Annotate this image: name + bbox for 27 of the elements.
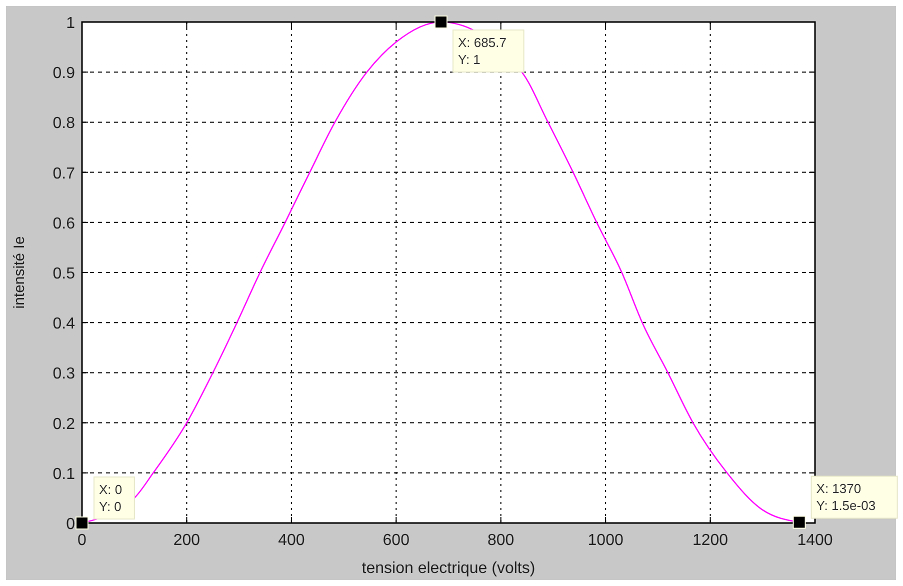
y-tick-label: 0.6 <box>52 215 76 232</box>
y-tick-label: 0.1 <box>52 466 76 483</box>
x-tick-label: 600 <box>382 532 410 549</box>
x-tick-label: 400 <box>278 532 305 549</box>
x-tick-label: 1000 <box>588 532 624 549</box>
x-tick-label: 200 <box>173 532 200 549</box>
y-tick-label: 0.7 <box>52 165 76 182</box>
y-tick-label: 0.8 <box>52 115 76 132</box>
datatip: X: 685.7 Y: 1 <box>434 16 524 72</box>
y-tick-label: 0.2 <box>52 416 76 433</box>
x-tick-label: 1200 <box>692 532 728 549</box>
x-tick-label: 1400 <box>797 532 833 549</box>
datatip: X: 1370 Y: 1.5e-03 <box>792 476 898 529</box>
x-axis-title: tension electrique (volts) <box>362 560 536 577</box>
y-tick-label: 0 <box>66 516 76 533</box>
annotation: X: 0 Y: 0 <box>99 482 122 514</box>
y-tick-label: 0.3 <box>52 366 76 383</box>
y-axis-title: intensité Ie <box>11 236 28 309</box>
y-tick-label: 0.4 <box>52 316 76 333</box>
annotation: X: 685.7 Y: 1 <box>458 35 506 67</box>
datatip: X: 0 Y: 0 <box>76 476 135 530</box>
x-tick-label: 800 <box>488 532 514 549</box>
x-tick-label: 0 <box>78 532 87 549</box>
annotation: X: 1370 Y: 1.5e-03 <box>816 481 876 514</box>
y-tick-label: 0.5 <box>52 266 76 282</box>
y-tick-label: 1 <box>66 15 76 32</box>
y-tick-label: 0.9 <box>52 65 76 82</box>
